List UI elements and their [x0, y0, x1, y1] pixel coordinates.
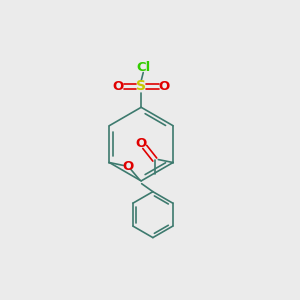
Text: O: O: [112, 80, 124, 93]
Text: S: S: [136, 79, 146, 93]
Text: O: O: [122, 160, 133, 172]
Text: O: O: [135, 137, 147, 150]
Text: O: O: [159, 80, 170, 93]
Text: Cl: Cl: [136, 61, 150, 74]
